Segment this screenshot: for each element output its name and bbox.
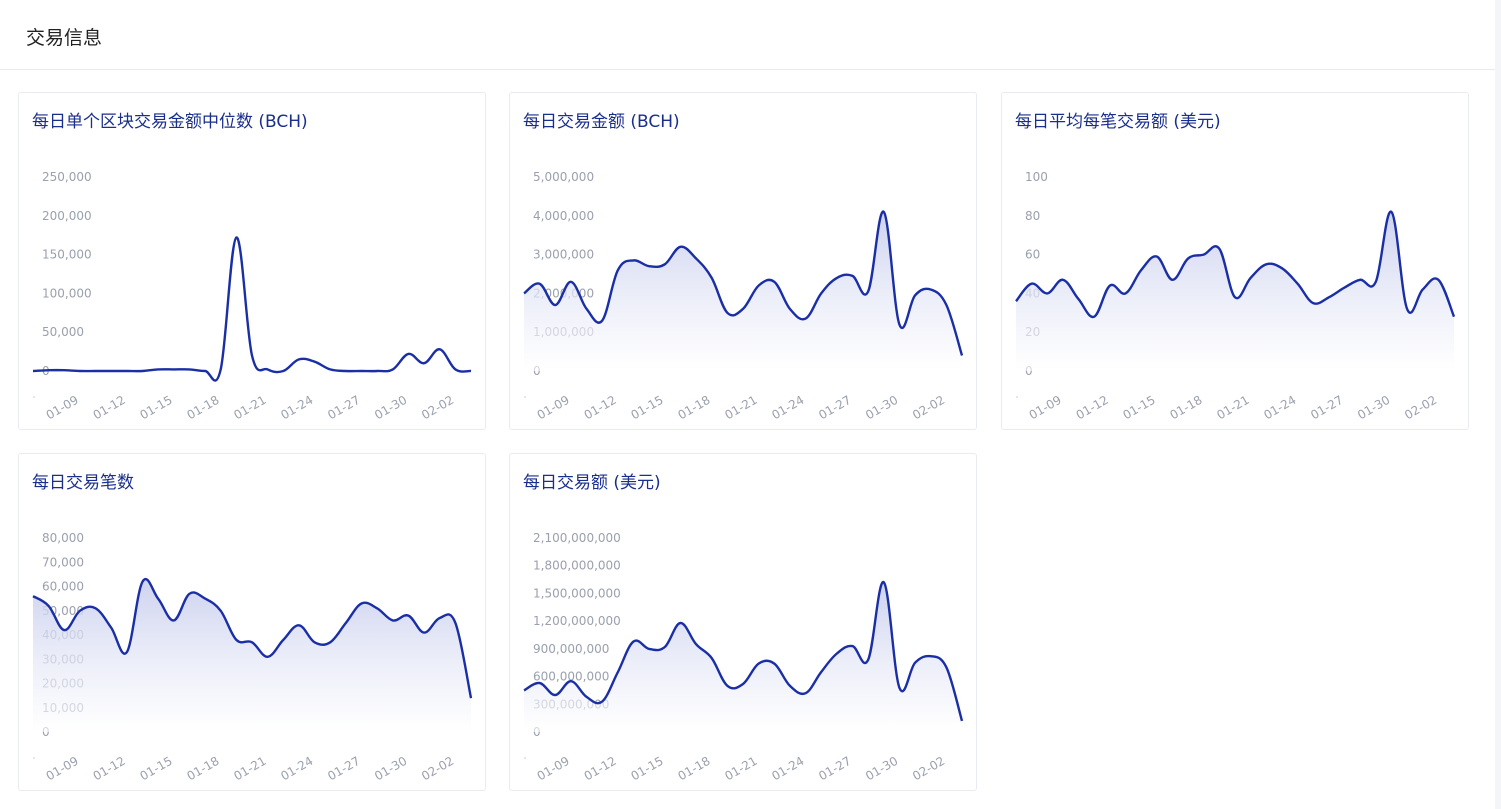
x-tick-label: 01-15: [1121, 393, 1158, 423]
x-tick-label: 01-12: [91, 754, 128, 784]
chart-title: 每日交易笔数: [32, 473, 134, 493]
y-tick-label: 5,000,000: [533, 170, 594, 184]
x-tick-label: 01-30: [372, 393, 409, 423]
x-tick-label: 01-09: [535, 754, 572, 784]
chart-card-avg-tx-usd: 每日平均每笔交易额 (美元) 10080604020001-0901-1201-…: [1001, 92, 1469, 430]
chart-title: 每日单个区块交易金额中位数 (BCH): [32, 112, 308, 132]
series-line: [1015, 210, 1456, 319]
x-tick-label: 01-21: [231, 754, 268, 784]
y-tick-label: 60: [1025, 248, 1040, 262]
x-tick-label: 01-09: [44, 393, 81, 423]
x-tick-label: 02-02: [910, 754, 947, 784]
x-tick-label: 01-30: [372, 754, 409, 784]
y-tick-label: 100: [1025, 170, 1048, 184]
chart-daily-tx-count[interactable]: 80,00070,00060,00050,00040,00030,00020,0…: [19, 454, 487, 792]
y-tick-label: 600,000,000: [533, 670, 609, 684]
x-tick-label: 01-30: [863, 393, 900, 423]
chart-avg-tx-usd[interactable]: 10080604020001-0901-1201-1501-1801-2101-…: [1002, 93, 1470, 431]
chart-daily-volume-usd[interactable]: 2,100,000,000 1,800,000,000 1,500,000,000 1…: [510, 454, 978, 792]
x-tick-label: 01-30: [863, 754, 900, 784]
x-tick-label: 01-18: [1167, 393, 1204, 423]
x-tick-label: 01-15: [629, 393, 666, 423]
x-tick-label: 01-12: [582, 393, 619, 423]
x-tick-label: 02-02: [1402, 393, 1439, 423]
chart-card-daily-tx-count: 每日交易笔数 80,00070,00060,00050,00040,00030,…: [18, 453, 486, 791]
chart-card-median-block-value: 每日单个区块交易金额中位数 (BCH) 250,000 200,000 150,00…: [18, 92, 486, 430]
y-tick-label: 2,100,000,000: [533, 531, 621, 545]
series-area: [1016, 211, 1454, 371]
section-title: 交易信息: [26, 27, 103, 49]
chart-card-daily-volume-usd: 每日交易额 (美元) 2,100,000,000 1,800,000,000 1,5…: [509, 453, 977, 791]
x-tick-label: 01-21: [231, 393, 268, 423]
chart-median-block-value[interactable]: 250,000200,000150,000100,00050,000001-09…: [19, 93, 487, 431]
x-tick-label: 01-21: [722, 754, 759, 784]
chart-title: 每日交易额 (美元): [523, 473, 661, 493]
series-line: [32, 578, 473, 699]
x-tick-label: 02-02: [419, 754, 456, 784]
panel-header: 交易信息: [0, 0, 1495, 70]
x-tick-label: 01-27: [816, 754, 853, 784]
x-tick-label: 01-24: [278, 393, 315, 423]
x-tick-label: 01-09: [1027, 393, 1064, 423]
chart-title: 每日交易金额 (BCH): [523, 112, 680, 132]
series-area: [524, 582, 962, 732]
y-tick-label: 1,500,000,000: [533, 586, 621, 600]
series-line: [523, 210, 964, 356]
x-tick-label: 01-24: [769, 754, 806, 784]
x-tick-label: 01-27: [325, 754, 362, 784]
x-tick-label: 01-15: [138, 393, 175, 423]
x-tick-label: 01-21: [722, 393, 759, 423]
y-tick-label: 150,000: [42, 248, 92, 262]
x-tick-label: 01-12: [1074, 393, 1111, 423]
y-tick-label: 80: [1025, 209, 1040, 223]
y-tick-label: 1,800,000,000: [533, 559, 621, 573]
y-tick-label: 200,000: [42, 209, 92, 223]
x-tick-label: 01-27: [1308, 393, 1345, 423]
x-tick-label: 01-09: [44, 754, 81, 784]
y-tick-label: 50,000: [42, 325, 84, 339]
x-tick-label: 01-18: [184, 393, 221, 423]
y-tick-label: 4,000,000: [533, 209, 594, 223]
y-tick-label: 900,000,000: [533, 642, 609, 656]
x-tick-label: 01-24: [769, 393, 806, 423]
y-tick-label: 250,000: [42, 170, 92, 184]
x-tick-label: 01-18: [675, 393, 712, 423]
chart-daily-volume-bch[interactable]: 5,000,0004,000,0003,000,0002,000,0001,00…: [510, 93, 978, 431]
series-area: [524, 211, 962, 371]
x-tick-label: 01-15: [629, 754, 666, 784]
x-tick-label: 01-18: [675, 754, 712, 784]
x-tick-label: 01-21: [1214, 393, 1251, 423]
y-tick-label: 1,200,000,000: [533, 614, 621, 628]
series-line: [32, 236, 472, 382]
series-line: [523, 581, 964, 722]
x-tick-label: 01-12: [91, 393, 128, 423]
x-tick-label: 01-15: [138, 754, 175, 784]
chart-title: 每日平均每笔交易额 (美元): [1015, 112, 1221, 132]
x-tick-label: 01-30: [1355, 393, 1392, 423]
y-tick-label: 3,000,000: [533, 248, 594, 262]
x-tick-label: 01-18: [184, 754, 221, 784]
x-tick-label: 01-24: [278, 754, 315, 784]
x-tick-label: 01-27: [816, 393, 853, 423]
y-tick-label: 100,000: [42, 286, 92, 300]
x-tick-label: 01-09: [535, 393, 572, 423]
x-tick-label: 01-27: [325, 393, 362, 423]
y-tick-label: 80,000: [42, 531, 84, 545]
chart-card-daily-volume-bch: 每日交易金额 (BCH) 5,000,000 4,000,000 3,000,000…: [509, 92, 977, 430]
y-tick-label: 70,000: [42, 555, 84, 569]
x-tick-label: 01-12: [582, 754, 619, 784]
scrollbar-track[interactable]: [1495, 0, 1501, 809]
series-area: [33, 579, 471, 732]
x-tick-label: 02-02: [419, 393, 456, 423]
y-tick-label: 60,000: [42, 580, 84, 594]
x-tick-label: 02-02: [910, 393, 947, 423]
x-tick-label: 01-24: [1261, 393, 1298, 423]
